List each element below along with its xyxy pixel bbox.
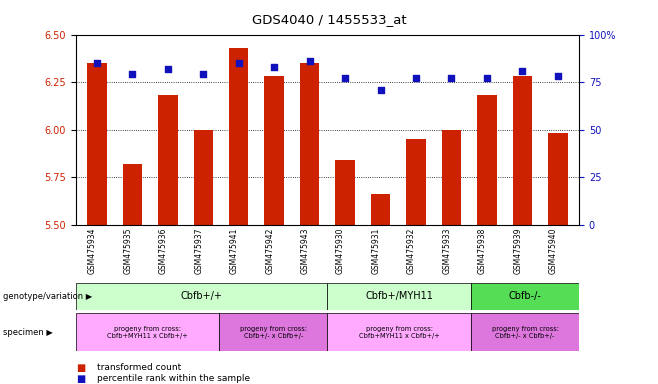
Text: GSM475930: GSM475930 [336,228,345,274]
Text: progeny from cross:
Cbfb+/- x Cbfb+/-: progeny from cross: Cbfb+/- x Cbfb+/- [492,326,559,339]
Bar [327,283,471,310]
Text: transformed count: transformed count [97,363,181,372]
Bar [193,130,213,225]
Bar [122,164,142,225]
Text: progeny from cross:
Cbfb+MYH11 x Cbfb+/+: progeny from cross: Cbfb+MYH11 x Cbfb+/+ [359,326,440,339]
Bar [327,313,471,351]
Bar [442,130,461,225]
Point [127,71,138,78]
Bar [471,283,579,310]
Point [375,87,386,93]
Point [234,60,244,66]
Text: progeny from cross:
Cbfb+MYH11 x Cbfb+/+: progeny from cross: Cbfb+MYH11 x Cbfb+/+ [107,326,188,339]
Text: GSM475936: GSM475936 [159,228,168,274]
Bar [406,139,426,225]
Bar [300,63,319,225]
Text: Cbfb-/-: Cbfb-/- [509,291,542,301]
Text: GSM475943: GSM475943 [301,228,310,274]
Text: percentile rank within the sample: percentile rank within the sample [97,374,250,383]
Text: Cbfb+/MYH11: Cbfb+/MYH11 [365,291,433,301]
Text: progeny from cross:
Cbfb+/- x Cbfb+/-: progeny from cross: Cbfb+/- x Cbfb+/- [240,326,307,339]
Text: GSM475939: GSM475939 [513,228,522,274]
Point [91,60,102,66]
Point [163,66,173,72]
Bar [477,95,497,225]
Text: GSM475932: GSM475932 [407,228,416,274]
Bar [76,313,220,351]
Point [446,75,457,81]
Bar [88,63,107,225]
Bar [471,313,579,351]
Point [482,75,492,81]
Text: Cbfb+/+: Cbfb+/+ [180,291,222,301]
Text: GDS4040 / 1455533_at: GDS4040 / 1455533_at [252,13,406,26]
Point [269,64,280,70]
Text: GSM475937: GSM475937 [194,228,203,274]
Text: GSM475942: GSM475942 [265,228,274,274]
Text: GSM475938: GSM475938 [478,228,487,274]
Bar [336,160,355,225]
Point [411,75,421,81]
Text: ■: ■ [76,374,85,384]
Text: GSM475934: GSM475934 [88,228,97,274]
Text: GSM475935: GSM475935 [124,228,132,274]
Bar [76,283,327,310]
Point [517,68,528,74]
Bar [548,133,567,225]
Text: GSM475933: GSM475933 [442,228,451,274]
Text: GSM475931: GSM475931 [372,228,380,274]
Text: specimen ▶: specimen ▶ [3,328,53,337]
Text: ■: ■ [76,363,85,373]
Text: genotype/variation ▶: genotype/variation ▶ [3,292,93,301]
Bar [229,48,249,225]
Bar [220,313,327,351]
Bar [513,76,532,225]
Bar [265,76,284,225]
Bar [158,95,178,225]
Point [305,58,315,64]
Text: GSM475941: GSM475941 [230,228,239,274]
Point [553,73,563,79]
Text: GSM475940: GSM475940 [549,228,558,274]
Point [198,71,209,78]
Point [340,75,350,81]
Bar [370,194,390,225]
